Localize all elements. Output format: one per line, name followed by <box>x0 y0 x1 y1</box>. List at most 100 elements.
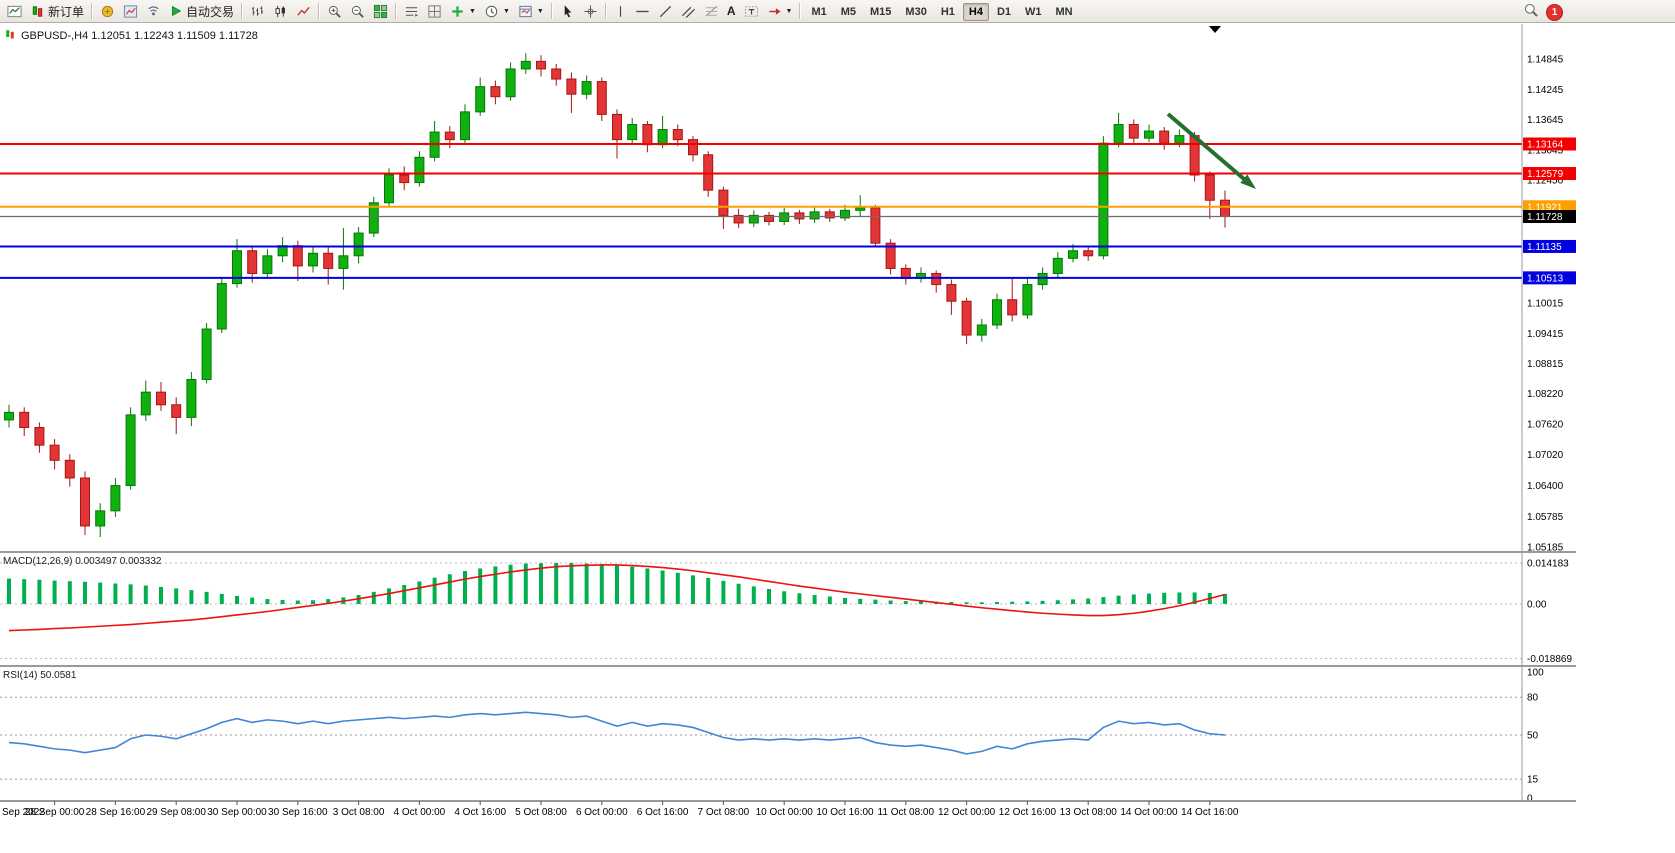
trend-arrow[interactable] <box>1166 112 1246 181</box>
candle-body <box>581 81 592 95</box>
toolbar: 新订单 自动交易 ▼ ▼ <box>0 0 1675 23</box>
candle-body <box>520 60 531 70</box>
candle-body <box>201 328 212 381</box>
chart-window-button[interactable] <box>3 1 26 22</box>
candle-body <box>764 214 774 222</box>
new-order-label: 新订单 <box>48 4 85 19</box>
candle-body <box>232 250 242 285</box>
zoom-out-button[interactable] <box>346 1 369 22</box>
candlestick-chart-button[interactable] <box>269 1 292 22</box>
candle-body <box>110 485 121 512</box>
candle-body <box>1022 284 1033 316</box>
auto-arrange-button[interactable] <box>423 1 446 22</box>
timeframe-M1[interactable]: M1 <box>811 5 827 18</box>
candle-body <box>551 68 562 80</box>
line-chart-icon <box>296 4 311 19</box>
price-tick-label: 1.07020 <box>1527 450 1564 461</box>
candle-body <box>824 211 835 219</box>
price-badge-label: 1.11135 <box>1527 242 1562 253</box>
tile-windows-icon <box>373 4 388 19</box>
arrows-tool[interactable]: ▼ <box>763 1 797 22</box>
candle-body <box>931 272 942 286</box>
macd-signal-line <box>8 564 1226 632</box>
rsi-indicator-label: RSI(14) 50.0581 <box>3 670 77 681</box>
tile-windows-button[interactable] <box>369 1 392 22</box>
macd-tick-label: -0.018869 <box>1527 654 1572 665</box>
candle-body <box>338 255 349 269</box>
timeframe-MN[interactable]: MN <box>1055 5 1073 18</box>
rsi-tick-label: 80 <box>1527 693 1539 704</box>
candle-body <box>216 283 227 330</box>
candle-body <box>946 284 957 302</box>
bar-chart-icon <box>250 4 265 19</box>
channel-tool[interactable] <box>677 1 700 22</box>
label-tool[interactable] <box>740 1 763 22</box>
timeframe-M5[interactable]: M5 <box>840 5 857 18</box>
price-badge-resistance <box>1523 137 1576 151</box>
zoom-in-button[interactable] <box>323 1 346 22</box>
bar-chart-button[interactable] <box>246 1 269 22</box>
market-watch-button[interactable] <box>119 1 142 22</box>
horizontal-line-tool[interactable] <box>631 1 654 22</box>
candle-body <box>140 391 151 416</box>
timeframe-D1[interactable]: D1 <box>996 5 1012 18</box>
candle-body <box>885 242 896 269</box>
candle-body <box>1220 199 1230 218</box>
line-chart-button[interactable] <box>292 1 315 22</box>
rsi-tick-label: 100 <box>1527 668 1544 679</box>
time-axis-label: 14 Oct 00:00 <box>1120 807 1178 818</box>
timeframe-H1[interactable]: H1 <box>940 5 955 18</box>
macd-histogram <box>7 562 1227 604</box>
new-order-button[interactable]: 新订单 <box>26 1 88 22</box>
toolbar-separator <box>604 3 607 19</box>
price-tick-label: 1.06400 <box>1527 481 1564 492</box>
periods-button[interactable]: ▼ <box>480 1 514 22</box>
chart-area[interactable]: 1.14845 1.14245 1.13645 1.13045 1.12450 1.100… <box>0 24 1675 853</box>
candle-body <box>353 232 364 257</box>
candle-body <box>703 154 714 191</box>
candle-body <box>247 250 258 274</box>
toolbar-separator <box>241 3 244 19</box>
timeframe-H4[interactable]: H4 <box>962 2 989 21</box>
vertical-line-tool[interactable] <box>610 1 631 22</box>
search-icon[interactable] <box>1523 2 1539 23</box>
profiles-button[interactable] <box>96 1 119 22</box>
trendline-tool[interactable] <box>654 1 677 22</box>
timeframe-W1[interactable]: W1 <box>1025 5 1042 18</box>
autotrading-button[interactable]: 自动交易 <box>165 1 238 22</box>
candle-body <box>536 60 546 70</box>
fibonacci-tool[interactable] <box>700 1 723 22</box>
arrows-tool-icon <box>767 4 782 19</box>
candle-body <box>1204 174 1215 201</box>
price-badge-resistance <box>1523 167 1576 181</box>
candle-body <box>1037 272 1048 286</box>
cursor-button[interactable] <box>556 1 579 22</box>
toolbar-separator <box>91 3 94 19</box>
templates-button[interactable]: ▼ <box>514 1 548 22</box>
timeframe-M30[interactable]: M30 <box>905 5 927 18</box>
signals-button[interactable] <box>142 1 165 22</box>
candle-body <box>840 209 850 219</box>
price-badge-bid <box>1523 210 1576 224</box>
candle-body <box>733 214 744 224</box>
candle-body <box>292 245 303 267</box>
price-tick-label: 1.05785 <box>1527 512 1564 523</box>
price-chart[interactable]: 1.14845 1.14245 1.13645 1.13045 1.12450 1.100… <box>0 24 1675 853</box>
time-axis-label: 28 Sep 00:00 <box>25 807 85 818</box>
notification-badge[interactable]: 1 <box>1546 4 1563 21</box>
candle-body <box>809 211 820 220</box>
indicators-button[interactable]: ▼ <box>446 1 480 22</box>
candle-body <box>976 324 987 336</box>
crosshair-button[interactable] <box>579 1 602 22</box>
time-axis-label: 13 Oct 08:00 <box>1060 807 1118 818</box>
timeframe-M15[interactable]: M15 <box>870 5 892 18</box>
time-axis-label: 4 Oct 16:00 <box>454 807 506 818</box>
price-tick-label: 1.13045 <box>1527 145 1564 156</box>
price-badge-label: 1.10513 <box>1527 273 1564 284</box>
macd-indicator-label: MACD(12,26,9) 0.003497 0.003332 <box>3 556 162 567</box>
chart-shift-marker[interactable] <box>1209 26 1221 33</box>
price-tick-label: 1.09415 <box>1527 329 1564 340</box>
text-tool[interactable]: A <box>723 1 740 22</box>
arrange-windows-button[interactable] <box>400 1 423 22</box>
candle-body <box>399 174 410 184</box>
